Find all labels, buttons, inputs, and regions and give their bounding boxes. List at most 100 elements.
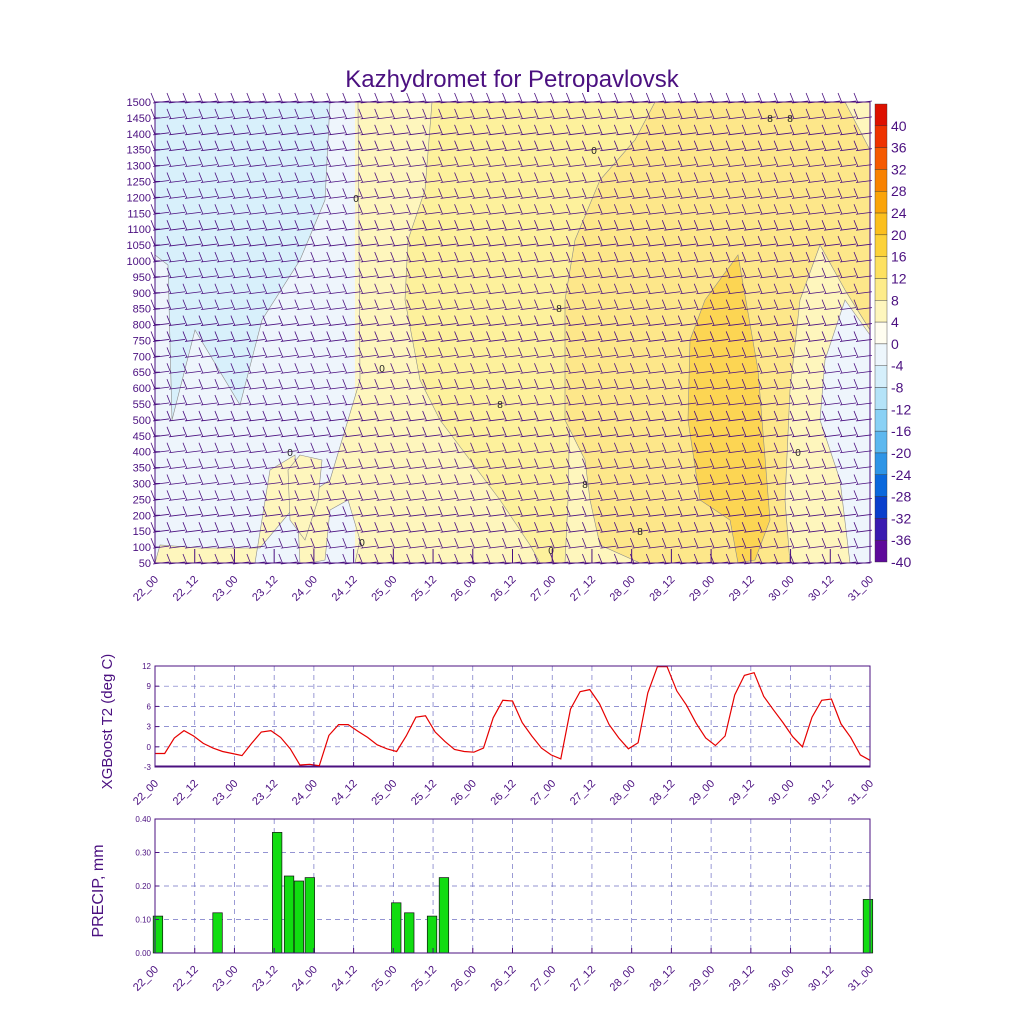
x-tick-label: 29_00 xyxy=(687,778,717,808)
y-tick-label: 1300 xyxy=(127,161,151,173)
x-tick-label: 24_00 xyxy=(290,964,320,994)
y-tick-label: 12 xyxy=(142,662,151,671)
x-tick-label: 22_12 xyxy=(171,778,201,808)
x-tick-label: 26_12 xyxy=(489,964,519,994)
wind-barb-row xyxy=(150,283,873,295)
colorbar-swatch xyxy=(874,212,888,236)
x-tick-label: 29_00 xyxy=(687,964,717,994)
y-tick-label: 1250 xyxy=(127,176,151,188)
y-tick-label: 100 xyxy=(133,542,151,554)
colorbar-swatch xyxy=(874,234,888,257)
series-line xyxy=(155,666,871,767)
colorbar-swatch xyxy=(874,278,888,301)
colorbar-swatch xyxy=(874,191,888,214)
wind-barb-row xyxy=(150,378,873,390)
wind-barb-row xyxy=(150,537,873,549)
colorbar-label: -32 xyxy=(891,510,911,526)
contour-label: 0 xyxy=(591,146,597,157)
wind-barb-row xyxy=(150,156,873,167)
x-tick-label: 27_00 xyxy=(528,964,558,994)
colorbar-label: 36 xyxy=(891,140,907,156)
x-tick-label: 29_12 xyxy=(727,964,757,994)
x-tick-label: 27_12 xyxy=(568,964,598,994)
wind-barb-row xyxy=(150,204,873,215)
y-tick-label: 150 xyxy=(133,526,151,538)
y-tick-label: 0.30 xyxy=(135,849,151,858)
y-tick-label: 600 xyxy=(133,383,151,395)
colorbar-label: -12 xyxy=(891,401,911,417)
colorbar-swatch xyxy=(874,169,888,192)
x-tick-label: 30_00 xyxy=(767,778,797,808)
colorbar-swatch xyxy=(874,147,888,170)
wind-barb-row xyxy=(150,124,873,136)
x-tick-label: 28_00 xyxy=(608,778,638,808)
x-tick-label: 29_00 xyxy=(687,574,717,604)
wind-barb-row xyxy=(150,426,873,438)
x-tick-label: 23_00 xyxy=(210,574,240,604)
colorbar-label: -40 xyxy=(891,554,911,570)
x-tick-label: 29_12 xyxy=(727,574,757,604)
x-tick-label: 24_12 xyxy=(330,574,360,604)
colorbar-label: 40 xyxy=(891,118,907,134)
colorbar-swatch xyxy=(874,409,888,432)
y-tick-label: 1050 xyxy=(127,240,151,252)
x-tick-label: 24_12 xyxy=(330,778,360,808)
colorbar-swatch xyxy=(874,125,888,148)
contour-label: 8 xyxy=(497,400,503,411)
x-tick-label: 23_12 xyxy=(250,778,280,808)
precip-bar xyxy=(862,899,874,954)
x-tick-label: 25_12 xyxy=(409,574,439,604)
contour-label: 0 xyxy=(548,546,554,557)
wind-barb-row xyxy=(150,347,873,358)
colorbar-label: 24 xyxy=(891,205,907,221)
wind-barb-row xyxy=(150,410,873,422)
contour-label: 8 xyxy=(787,114,793,125)
y-tick-label: -3 xyxy=(144,763,152,772)
wind-barb-row xyxy=(150,490,873,501)
y-tick-label: 400 xyxy=(133,447,151,459)
colorbar-label: -20 xyxy=(891,445,911,461)
colorbar-swatch xyxy=(874,518,888,541)
colorbar-swatch xyxy=(874,365,888,388)
x-tick-label: 24_12 xyxy=(330,964,360,994)
colorbar-swatch xyxy=(874,343,888,366)
x-tick-label: 28_00 xyxy=(608,964,638,994)
colorbar-swatch xyxy=(874,539,888,563)
chart-title: Kazhydromet for Petropavlovsk xyxy=(345,66,679,93)
x-tick-label: 25_12 xyxy=(409,778,439,808)
precip-bar xyxy=(293,880,305,954)
wind-barb-row xyxy=(150,188,873,199)
x-tick-label: 31_00 xyxy=(846,574,876,604)
colorbar-swatch xyxy=(874,474,888,497)
contour-label: 0 xyxy=(287,448,293,459)
colorbar-swatch xyxy=(874,321,888,345)
precip-bar xyxy=(283,875,295,954)
x-tick-label: 30_00 xyxy=(767,964,797,994)
y-tick-label: 550 xyxy=(133,399,151,411)
y-tick-label: 1100 xyxy=(127,224,151,236)
colorbar-label: -36 xyxy=(891,532,911,548)
y-tick-label: 0.10 xyxy=(135,916,151,925)
y-axis-label: XGBoost T2 (deg C) xyxy=(99,654,116,790)
wind-barb-row xyxy=(150,220,873,231)
x-tick-label: 23_12 xyxy=(250,964,280,994)
wind-barb-row xyxy=(150,315,873,326)
precip-bar xyxy=(391,902,402,954)
x-tick-label: 25_00 xyxy=(369,964,399,994)
y-tick-label: 1000 xyxy=(127,256,151,268)
precip-bar xyxy=(272,832,283,954)
wind-barb-row xyxy=(150,522,873,533)
y-tick-label: 1150 xyxy=(127,208,151,220)
contour-label: 8 xyxy=(556,304,562,315)
x-tick-label: 29_12 xyxy=(727,778,757,808)
precip-bar xyxy=(404,912,415,954)
x-tick-label: 22_12 xyxy=(171,574,201,604)
y-tick-label: 1450 xyxy=(127,113,151,125)
y-tick-label: 450 xyxy=(133,431,151,443)
x-tick-label: 31_00 xyxy=(846,778,876,808)
x-tick-label: 26_00 xyxy=(449,574,479,604)
x-tick-label: 27_12 xyxy=(568,778,598,808)
contour-label: 0 xyxy=(353,194,359,205)
colorbar-label: 0 xyxy=(891,336,899,352)
